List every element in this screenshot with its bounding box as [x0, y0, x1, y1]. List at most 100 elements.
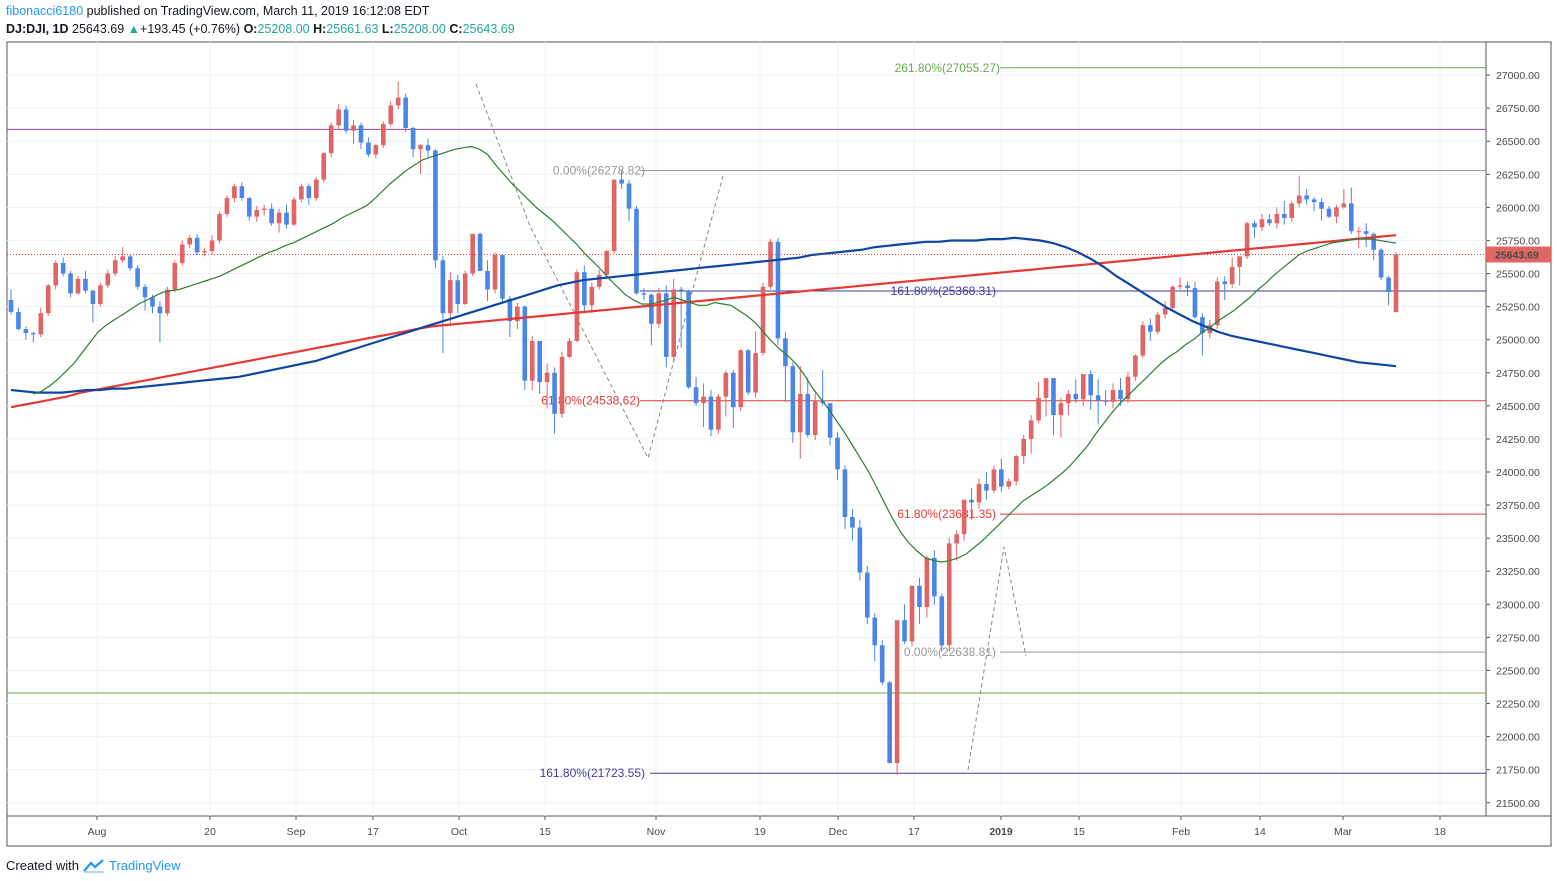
time-axis — [6, 815, 1552, 847]
candle-body — [567, 341, 572, 357]
y-tick-label: 26500.00 — [1496, 136, 1540, 148]
fib-level-label: 0.00%(22638.81) — [904, 645, 996, 659]
candle-body — [1267, 219, 1272, 224]
fib-dashed-connector — [475, 83, 724, 460]
candle-body — [708, 396, 714, 430]
candle-body — [507, 298, 513, 322]
candle-body — [187, 237, 193, 245]
footer: Created with TradingView — [6, 858, 181, 873]
candle-body — [336, 109, 341, 126]
candle-body — [142, 286, 148, 298]
y-tick-label: 24750.00 — [1496, 368, 1540, 380]
candle-body — [418, 145, 423, 150]
candle-body — [1229, 266, 1235, 285]
x-tick-label: 17 — [908, 826, 920, 838]
candle-body — [1088, 374, 1094, 396]
candle-body — [1319, 202, 1324, 209]
x-tick-label: 19 — [754, 826, 766, 838]
candle-body — [403, 97, 408, 128]
y-tick-label: 21500.00 — [1496, 798, 1540, 810]
candle-body — [1118, 389, 1123, 400]
candle-body — [932, 558, 937, 597]
candle-body — [1170, 286, 1175, 308]
candle-body — [1110, 389, 1116, 402]
candle-body — [1058, 403, 1064, 416]
candle-body — [45, 285, 51, 314]
fib-level-label: 0.00%(26278.82) — [553, 163, 645, 177]
candle-body — [775, 241, 781, 339]
created-with-text: Created with — [6, 858, 79, 873]
candle-body — [1006, 481, 1012, 487]
candle-body — [254, 210, 260, 217]
candle-body — [246, 198, 252, 217]
candle-body — [1356, 231, 1362, 233]
x-tick-label: 14 — [1254, 826, 1266, 838]
candle-body — [850, 516, 855, 528]
candle-body — [440, 260, 446, 314]
x-tick-label: Aug — [88, 826, 107, 838]
candle-body — [1162, 307, 1168, 315]
candle-body — [291, 199, 297, 225]
x-tick-label: 15 — [1073, 826, 1085, 838]
candle-body — [596, 274, 602, 287]
candle-body — [1393, 254, 1399, 313]
candle-body — [1185, 285, 1190, 289]
tradingview-logo-icon — [83, 858, 104, 873]
candle-body — [351, 125, 356, 131]
candle-body — [1036, 397, 1041, 421]
candle-body — [753, 352, 758, 393]
candle-body — [924, 558, 930, 607]
candle-body — [127, 256, 133, 269]
y-tick-label: 26250.00 — [1496, 169, 1540, 181]
y-tick-label: 22750.00 — [1496, 632, 1540, 644]
candle-body — [1013, 456, 1019, 482]
candle-body — [328, 125, 334, 154]
candle-body — [1281, 214, 1287, 218]
y-tick-label: 22250.00 — [1496, 699, 1540, 711]
last-price-badge — [1486, 246, 1551, 263]
candle-body — [768, 241, 773, 287]
x-tick-label: Feb — [1172, 826, 1190, 838]
candle-body — [1386, 277, 1391, 293]
candle-body — [790, 366, 796, 433]
low-label: L: — [381, 22, 394, 36]
candle-body — [745, 350, 751, 393]
candle-body — [969, 499, 974, 503]
candle-body — [1028, 420, 1034, 439]
y-tick-label: 23000.00 — [1496, 599, 1540, 611]
author-link[interactable]: fibonacci6180 — [6, 4, 84, 18]
candle-body — [1259, 219, 1265, 228]
candle-body — [202, 251, 207, 253]
candle-body — [544, 372, 550, 383]
fib-level-label: 161.80%(21723.55) — [540, 766, 645, 780]
candle-body — [961, 499, 967, 535]
candle-body — [686, 290, 691, 388]
candle-body — [1252, 223, 1257, 228]
tradingview-brand-link[interactable]: TradingView — [108, 858, 181, 873]
candle-body — [842, 469, 848, 517]
plot-area — [6, 41, 1487, 817]
candle-body — [157, 306, 163, 314]
candle-body — [887, 682, 892, 764]
y-tick-label: 23250.00 — [1496, 566, 1540, 578]
candle-body — [574, 272, 580, 342]
candle-body — [343, 109, 349, 131]
candle-body — [1192, 288, 1198, 318]
publish-info: fibonacci6180 published on TradingView.c… — [6, 4, 429, 18]
candle-body — [649, 294, 654, 324]
y-tick-label: 25750.00 — [1496, 235, 1540, 247]
candle-body — [611, 179, 617, 252]
up-arrow-icon: ▲ — [127, 22, 141, 36]
price-change: +193.45 (+0.76%) — [140, 22, 241, 36]
candle-body — [716, 396, 721, 430]
x-tick-label: 17 — [367, 826, 379, 838]
candle-body — [433, 150, 438, 261]
candle-body — [917, 585, 922, 607]
candle-body — [559, 356, 565, 414]
candle-body — [448, 280, 453, 314]
candle-body — [656, 293, 662, 324]
candle-body — [835, 437, 840, 470]
candle-body — [730, 372, 736, 408]
candle-body — [75, 278, 81, 294]
